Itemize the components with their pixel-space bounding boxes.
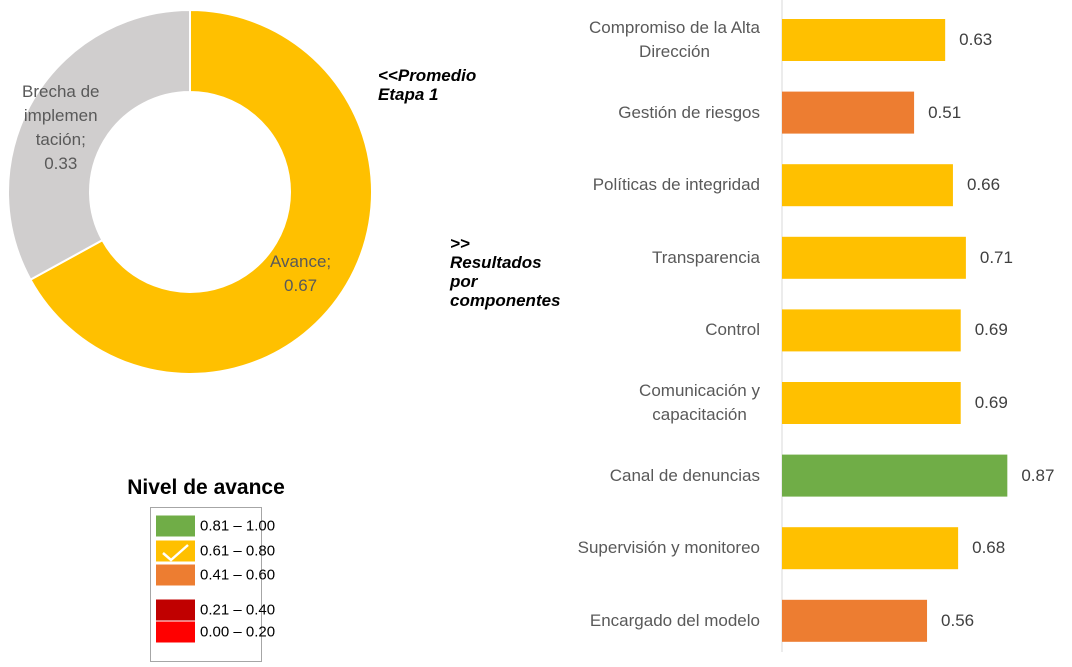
bar — [782, 19, 946, 61]
value-label: 0.63 — [959, 30, 993, 49]
legend-label: 0.61 – 0.80 — [200, 542, 276, 560]
annotation: <<Promedio Etapa 1 — [378, 66, 477, 104]
legend-title: Nivel de avance — [127, 476, 285, 499]
value-label: 0.87 — [1021, 465, 1055, 485]
value-label: 0.66 — [966, 175, 1001, 195]
bar — [782, 309, 961, 352]
value-label: 0.51 — [928, 102, 962, 122]
legend-check — [162, 544, 189, 562]
legend-box — [150, 507, 262, 662]
slice-category: Brecha de implemen tación; — [22, 82, 100, 149]
annotation: >> Resultados por componentes — [450, 234, 561, 310]
value-label: 0.69 — [974, 320, 1008, 340]
legend-swatch — [156, 564, 195, 586]
category-label: Encargado del modelo — [589, 610, 760, 630]
legend-swatch — [156, 599, 195, 621]
category-label: Gestión de riesgos — [618, 102, 760, 122]
value-label: 0.69 — [974, 393, 1008, 412]
value-label: 0.71 — [979, 247, 1013, 267]
value-label: 0.56 — [941, 610, 975, 630]
bar — [782, 91, 915, 134]
slice-label: Brecha de implemen tación; 0.33 — [22, 80, 100, 176]
legend-swatch — [156, 621, 195, 643]
slice-value: 0.67 — [284, 276, 318, 295]
category-label: Supervisión y monitoreo — [577, 538, 760, 558]
category-label: Políticas de integridad — [592, 175, 760, 195]
category-label: Comunicación y capacitación — [639, 381, 760, 424]
category-label: Control — [705, 320, 760, 340]
bar — [782, 382, 961, 424]
slice-label: Avance; 0.67 — [270, 250, 331, 298]
legend-label: 0.41 – 0.60 — [200, 566, 276, 584]
legend-label: 0.81 – 1.00 — [200, 517, 276, 535]
donut-slice — [7, 8, 191, 282]
bar — [782, 454, 1008, 497]
slice-value: 0.33 — [44, 154, 78, 173]
slice-category: Avance; — [270, 252, 332, 271]
legend-label: 0.00 – 0.20 — [200, 623, 276, 641]
bar — [782, 599, 928, 642]
bar — [782, 164, 953, 207]
category-label: Compromiso de la Alta Dirección — [588, 18, 760, 61]
legend-label: 0.21 – 0.40 — [200, 601, 276, 619]
bar — [782, 236, 966, 279]
bar — [782, 527, 959, 570]
legend-swatch — [156, 515, 195, 537]
category-label: Canal de denuncias — [609, 465, 760, 485]
category-label: Transparencia — [651, 247, 760, 267]
value-label: 0.68 — [972, 538, 1006, 558]
donut-slice — [29, 8, 373, 375]
